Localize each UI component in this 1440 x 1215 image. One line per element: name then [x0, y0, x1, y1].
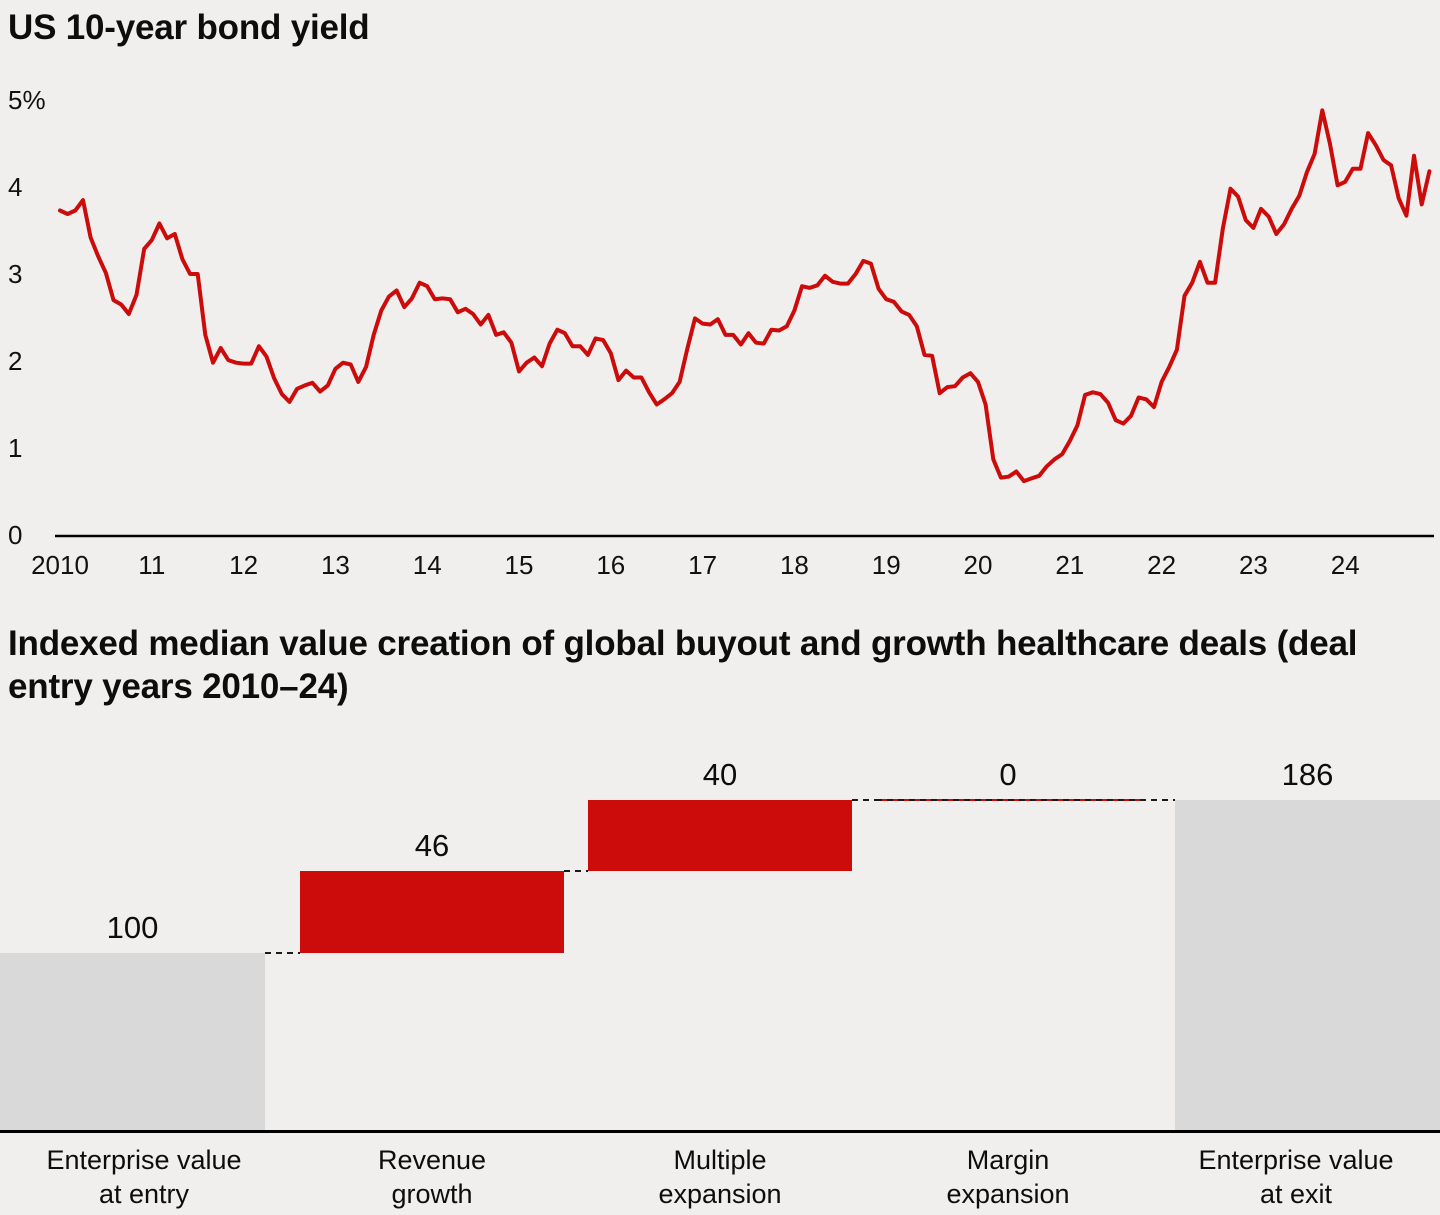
x-axis-tick-label: 11 — [138, 550, 165, 580]
x-axis-tick-label: 2010 — [31, 550, 89, 580]
line-chart-title: US 10-year bond yield — [8, 8, 370, 47]
x-axis-tick-label: 15 — [505, 550, 534, 580]
waterfall-chart-title: Indexed median value creation of global … — [8, 624, 1358, 707]
x-axis-tick-label: 12 — [229, 550, 258, 580]
waterfall-category-line: expansion — [946, 1178, 1070, 1209]
bond-yield-line — [58, 108, 1432, 484]
waterfall-bar — [0, 952, 265, 1130]
x-axis-tick-label: 13 — [321, 550, 350, 580]
waterfall-connector — [876, 799, 1140, 801]
x-axis-tick-label: 18 — [780, 550, 809, 580]
y-axis-tick-label: 4 — [8, 172, 22, 202]
waterfall-baseline — [0, 1130, 1440, 1133]
waterfall-category-label: Enterprise value at entry — [0, 1144, 288, 1212]
x-axis-tick-label: 23 — [1239, 550, 1268, 580]
waterfall-category-label: Multiple expansion — [576, 1144, 864, 1212]
waterfall-bar — [1175, 800, 1440, 1130]
y-axis-tick-label: 0 — [8, 520, 22, 550]
waterfall-category-line: Margin — [966, 1145, 1050, 1175]
waterfall-connector — [564, 869, 588, 872]
x-axis-tick-label: 24 — [1331, 550, 1360, 580]
waterfall-value-label: 46 — [414, 827, 450, 863]
waterfall-category-label: Revenue growth — [288, 1144, 576, 1212]
x-axis-tick-label: 19 — [872, 550, 901, 580]
waterfall-value-label: 100 — [106, 909, 159, 945]
waterfall-connector — [852, 799, 876, 801]
x-axis-tick-label: 21 — [1055, 550, 1084, 580]
waterfall-category-line: at exit — [1259, 1178, 1333, 1209]
waterfall-category-line: Revenue — [377, 1145, 487, 1175]
waterfall-value-label: 186 — [1281, 757, 1334, 792]
waterfall-bar — [588, 800, 852, 871]
waterfall-category-line: Multiple — [673, 1145, 767, 1175]
waterfall-category-line: expansion — [658, 1178, 782, 1209]
x-axis-tick-label: 17 — [688, 550, 717, 580]
y-axis-tick-label: 2 — [8, 346, 22, 376]
x-axis-tick-label: 22 — [1147, 550, 1176, 580]
waterfall-connector — [265, 951, 300, 954]
x-axis-tick-label: 16 — [596, 550, 625, 580]
y-axis-tick-label: 3 — [8, 259, 22, 289]
waterfall-bar — [300, 870, 564, 953]
x-axis-tick-label: 20 — [964, 550, 993, 580]
waterfall-value-label: 0 — [999, 757, 1017, 792]
value-creation-waterfall-chart: 100 46 40 0 186 Enterprise value at entry Reven… — [0, 755, 1440, 1215]
waterfall-category-line: at entry — [98, 1178, 190, 1209]
waterfall-category-line: growth — [391, 1178, 473, 1209]
x-axis-tick-label: 14 — [413, 550, 442, 580]
y-axis-tick-label: 5% — [8, 85, 46, 115]
waterfall-value-label: 40 — [702, 757, 738, 792]
waterfall-category-line: Enterprise value — [1198, 1145, 1394, 1175]
waterfall-category-label: Margin expansion — [864, 1144, 1152, 1212]
y-axis-tick-label: 1 — [8, 433, 22, 463]
waterfall-category-line: Enterprise value — [46, 1145, 242, 1175]
waterfall-category-label: Enterprise value at exit — [1152, 1144, 1440, 1212]
waterfall-connector — [1140, 799, 1175, 801]
